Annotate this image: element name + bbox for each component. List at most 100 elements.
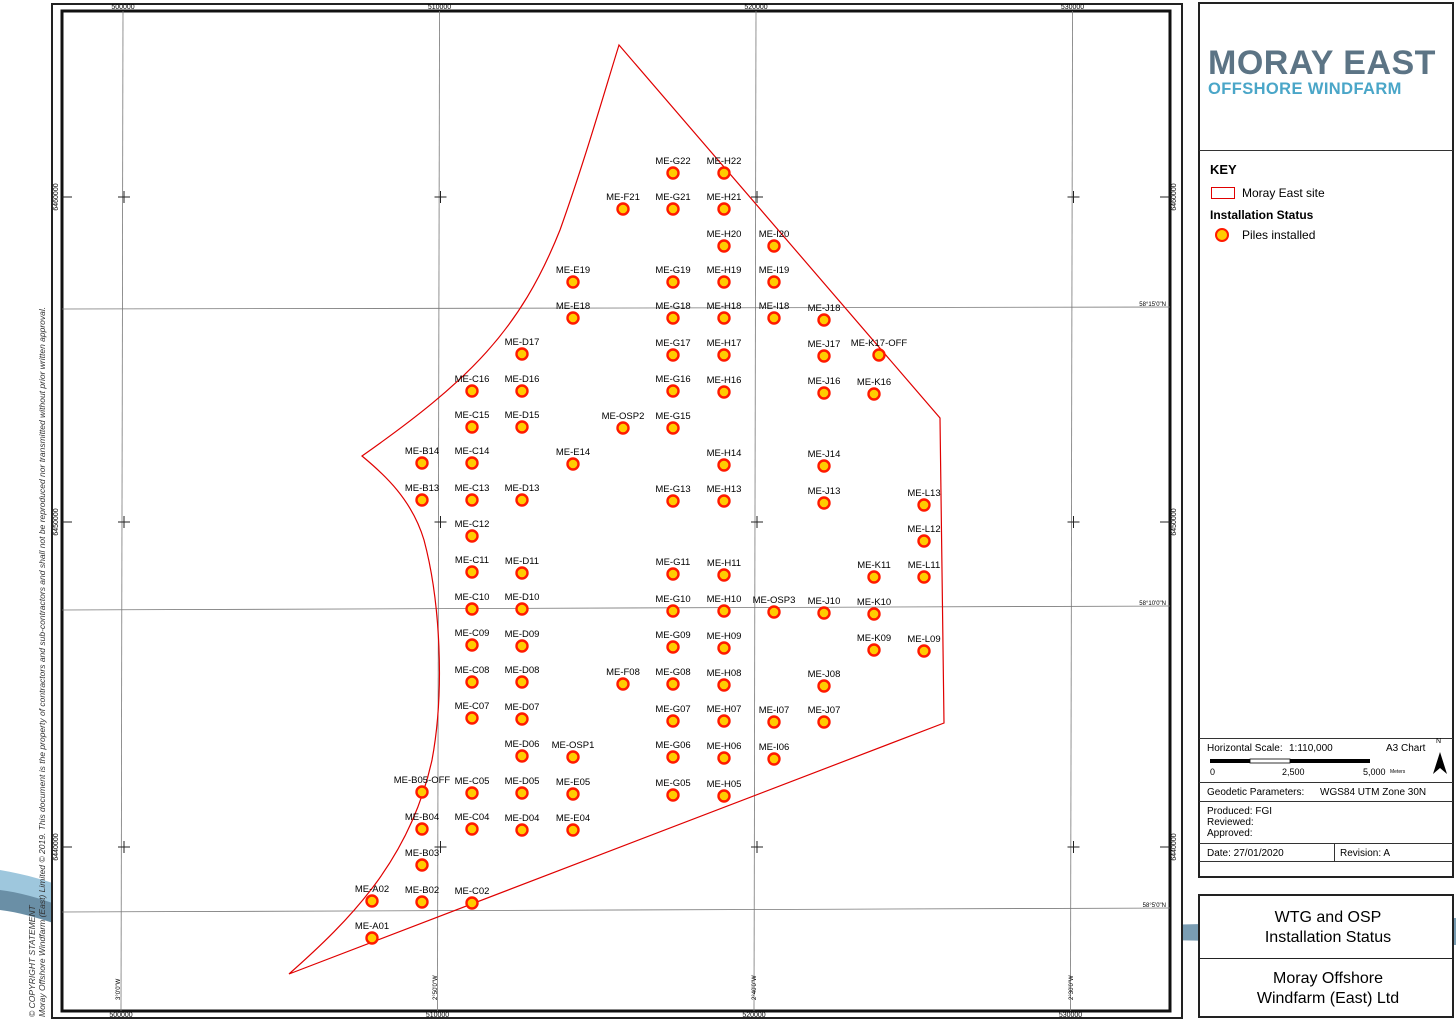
turbine-me-k16: ME-K16 — [857, 377, 891, 401]
easting-gridline — [437, 10, 440, 1012]
turbine-me-g08: ME-G08 — [655, 667, 691, 691]
northing-label-left: 6450000 — [53, 508, 60, 535]
easting-label-top: 530000 — [1061, 4, 1084, 11]
turbine-label: ME-C02 — [455, 886, 490, 897]
turbine-me-c15: ME-C15 — [455, 410, 489, 434]
turbine-me-e18: ME-E18 — [556, 301, 590, 325]
piles-installed-label: Piles installed — [1242, 228, 1316, 242]
scale-units: Meters — [1390, 769, 1406, 775]
geodetic-value: WGS84 UTM Zone 30N — [1320, 787, 1427, 798]
turbine-label: ME-G05 — [655, 778, 690, 789]
northing-label-right: 6450000 — [1171, 508, 1178, 535]
turbine-label: ME-K16 — [857, 377, 891, 388]
scale-bar — [1210, 758, 1370, 764]
pile-installed-icon — [515, 602, 529, 616]
turbine-label: ME-F21 — [606, 192, 640, 203]
turbine-label: ME-D11 — [505, 556, 539, 567]
latitude-label: 58°10'0"N — [1139, 601, 1166, 607]
turbine-label: ME-E04 — [556, 813, 590, 824]
pile-installed-icon — [717, 275, 731, 289]
north-arrow-icon — [1433, 752, 1447, 774]
turbine-label: ME-I07 — [759, 705, 790, 716]
turbine-me-g17: ME-G17 — [655, 338, 691, 362]
turbine-label: ME-H21 — [707, 192, 742, 203]
turbine-me-d17: ME-D17 — [505, 337, 539, 361]
site-boundary-swatch — [1211, 187, 1235, 199]
turbine-label: ME-F08 — [606, 667, 640, 678]
turbine-label: ME-D06 — [505, 739, 540, 750]
turbine-label: ME-I20 — [759, 229, 790, 240]
pile-installed-icon — [817, 459, 831, 473]
turbine-me-f08: ME-F08 — [606, 667, 640, 691]
latitude-gridline — [61, 907, 1171, 913]
pile-installed-icon — [465, 384, 479, 398]
turbine-label: ME-G11 — [656, 557, 691, 568]
pile-installed-icon — [415, 858, 429, 872]
grid-cross — [1067, 191, 1080, 203]
turbine-label: ME-L09 — [907, 634, 940, 645]
turbine-me-h10: ME-H10 — [707, 594, 741, 618]
turbine-label: ME-OSP1 — [552, 740, 595, 751]
turbine-me-c07: ME-C07 — [455, 701, 490, 725]
turbine-me-h20: ME-H20 — [707, 229, 742, 253]
turbine-me-h17: ME-H17 — [707, 338, 742, 362]
reviewed-by: Reviewed: — [1207, 817, 1254, 828]
turbine-label: ME-H17 — [707, 338, 742, 349]
pile-installed-icon — [666, 166, 680, 180]
turbine-label: ME-C07 — [455, 701, 490, 712]
turbine-me-a02: ME-A02 — [355, 884, 389, 908]
turbine-label: ME-H20 — [707, 229, 742, 240]
pile-installed-icon — [415, 822, 429, 836]
turbine-label: ME-G08 — [655, 667, 690, 678]
turbine-me-c12: ME-C12 — [455, 519, 489, 543]
turbine-me-j08: ME-J08 — [808, 669, 840, 693]
turbine-me-g18: ME-G18 — [655, 301, 691, 325]
pile-installed-icon — [465, 638, 479, 652]
turbine-me-c02: ME-C02 — [455, 886, 490, 910]
turbine-me-h13: ME-H13 — [707, 484, 742, 508]
turbine-label: ME-C14 — [455, 446, 490, 457]
turbine-label: ME-G07 — [655, 704, 690, 715]
turbine-me-j14: ME-J14 — [808, 449, 841, 473]
scale-value: 1:110,000 — [1289, 743, 1333, 754]
turbine-label: ME-D05 — [505, 776, 540, 787]
turbine-label: ME-H13 — [707, 484, 742, 495]
pile-installed-icon — [817, 313, 831, 327]
turbine-label: ME-B04 — [405, 812, 439, 823]
easting-gridline — [1070, 10, 1073, 1012]
turbine-me-g09: ME-G09 — [655, 630, 691, 654]
turbine-label: ME-G21 — [655, 192, 690, 203]
scale-label: Horizontal Scale: — [1207, 743, 1283, 754]
scale-tick-2500: 2,500 — [1282, 767, 1305, 777]
turbine-label: ME-D13 — [505, 483, 540, 494]
turbine-label: ME-L12 — [907, 524, 940, 535]
drawing-title-line2: Installation Status — [1264, 929, 1392, 946]
turbine-me-b03: ME-B03 — [405, 848, 439, 872]
pile-installed-icon — [415, 456, 429, 470]
turbine-me-d13: ME-D13 — [505, 483, 540, 507]
pile-installed-icon — [717, 348, 731, 362]
turbine-label: ME-J14 — [808, 449, 841, 460]
turbine-me-d08: ME-D08 — [505, 665, 539, 689]
pile-installed-icon — [515, 384, 529, 398]
pile-installed-icon — [415, 785, 429, 799]
turbine-me-h18: ME-H18 — [707, 301, 741, 325]
turbine-me-e19: ME-E19 — [556, 265, 590, 289]
pile-installed-icon — [666, 567, 680, 581]
grid-cross — [434, 191, 447, 203]
turbine-label: ME-K09 — [857, 633, 891, 644]
pile-installed-icon — [515, 420, 529, 434]
pile-installed-icon — [515, 712, 529, 726]
turbine-me-i19: ME-I19 — [759, 265, 789, 289]
northing-label-left: 6460000 — [53, 183, 60, 210]
turbine-me-l09: ME-L09 — [907, 634, 941, 658]
pile-installed-icon — [867, 570, 881, 584]
grid-cross — [434, 516, 447, 528]
turbine-me-g19: ME-G19 — [655, 265, 691, 289]
turbine-me-c09: ME-C09 — [455, 628, 489, 652]
pile-installed-icon — [666, 750, 680, 764]
turbine-label: ME-E14 — [556, 447, 590, 458]
title-block — [1198, 894, 1454, 1018]
pile-installed-icon — [717, 568, 731, 582]
grid-cross — [434, 841, 447, 853]
